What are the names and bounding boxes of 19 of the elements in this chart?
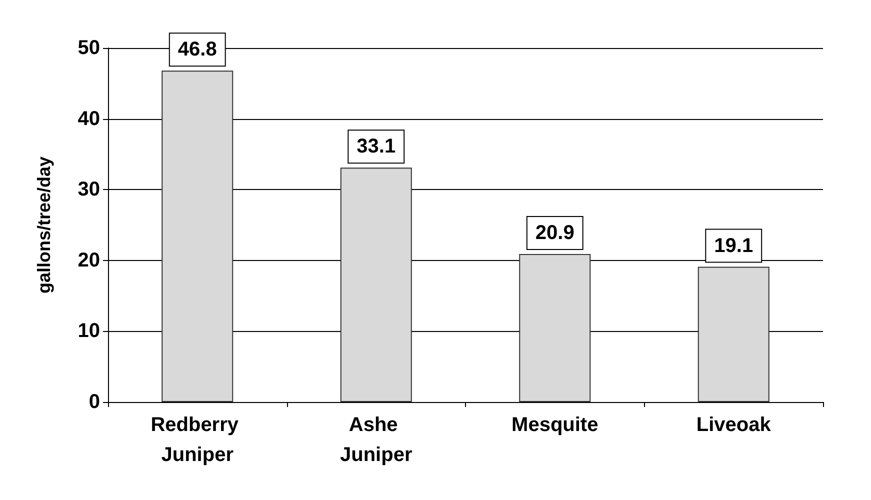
y-tick-label: 40 (78, 108, 100, 130)
y-tick-label: 10 (78, 320, 100, 342)
data-label: 33.1 (356, 136, 396, 158)
bar (340, 168, 412, 402)
data-label: 19.1 (714, 234, 754, 257)
x-tick-label: Mesquite (512, 414, 598, 436)
y-tick-label: 30 (78, 178, 100, 201)
x-tick-label: Redberry Juniper (150, 414, 244, 466)
y-tick-label: 50 (78, 37, 100, 59)
bar (162, 70, 234, 402)
y-tick-label: 20 (78, 249, 100, 272)
y-axis-title: gallons/tree/day (34, 156, 54, 294)
bar (519, 254, 591, 402)
x-tick-label: Ashe Juniper (340, 414, 412, 466)
bar (698, 266, 770, 402)
data-label: 46.8 (178, 38, 217, 61)
data-label: 20.9 (535, 222, 574, 244)
y-tick-label: 0 (88, 391, 100, 413)
x-tick-label: Liveoak (696, 414, 772, 436)
